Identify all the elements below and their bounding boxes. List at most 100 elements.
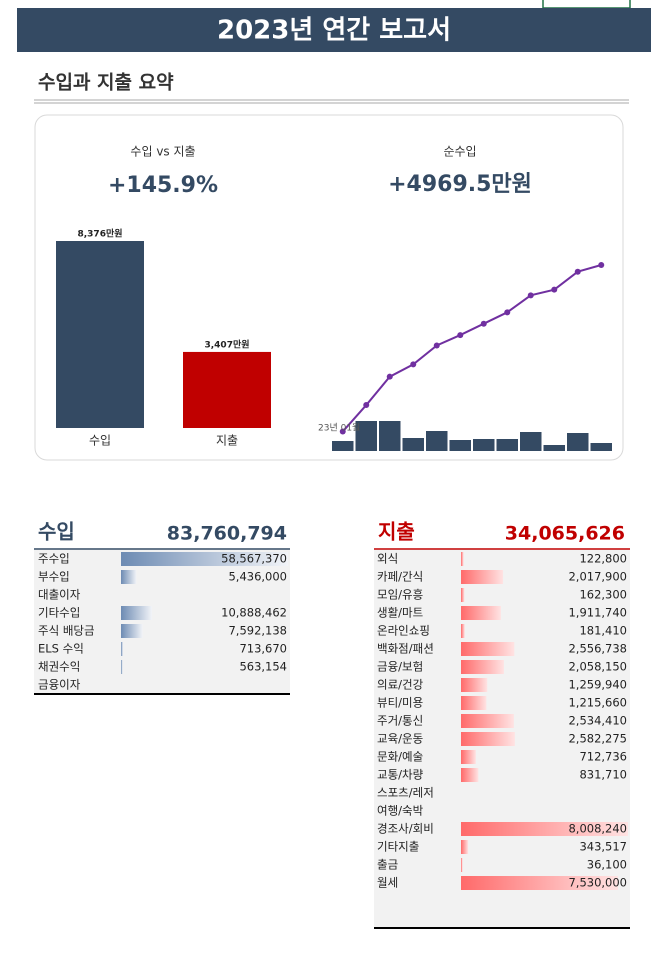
row-name: 뷰티/미용: [377, 696, 423, 710]
line-point: [480, 320, 487, 327]
bar: [473, 439, 495, 451]
row-name: 금융/보험: [377, 660, 423, 674]
bar-value-label: 3,407만원: [204, 338, 249, 350]
row-name: 백화점/패션: [377, 642, 434, 656]
row-amount: 563,154: [239, 660, 287, 674]
row-amount: 2,582,275: [568, 732, 627, 746]
row-amount: 8,008,240: [568, 822, 627, 836]
ratio-value: +145.9%: [108, 173, 218, 198]
row-amount: 713,670: [239, 642, 287, 656]
line-point: [457, 332, 464, 339]
row-name: 여행/숙박: [377, 804, 424, 818]
row-amount: 10,888,462: [221, 606, 287, 620]
data-bar: [121, 570, 137, 584]
line-point: [527, 292, 534, 299]
bar: [56, 241, 144, 428]
data-bar: [461, 606, 501, 620]
data-bar: [121, 624, 143, 638]
bar: [449, 440, 471, 451]
row-name: 주식 배당금: [38, 624, 95, 638]
row-amount: 181,410: [579, 624, 627, 638]
bar: [496, 439, 518, 451]
row-name: 부수입: [38, 570, 70, 584]
row-amount: 2,017,900: [568, 570, 627, 584]
ratio-label: 수입 vs 지출: [130, 145, 195, 159]
row-name: 외식: [377, 552, 398, 566]
row-amount: 5,436,000: [228, 570, 287, 584]
data-bar: [121, 552, 288, 566]
row-name: 출금: [377, 858, 398, 872]
bar: [543, 445, 565, 451]
summary-card: [34, 114, 624, 461]
data-bar: [121, 660, 123, 674]
row-name: 기타지출: [377, 840, 419, 854]
row-name: 월세: [377, 876, 398, 890]
row-name: 경조사/회비: [377, 822, 434, 836]
data-bar: [121, 642, 124, 656]
row-amount: 831,710: [579, 768, 627, 782]
line-point: [433, 342, 440, 349]
row-name: 주거/통신: [377, 714, 423, 728]
data-bar: [461, 588, 465, 602]
net-label: 순수입: [443, 145, 476, 159]
row-name: 채권수익: [38, 660, 80, 674]
data-bar: [461, 552, 464, 566]
bar: [332, 441, 354, 451]
cell-selection: [542, 0, 631, 9]
row-amount: 712,736: [579, 750, 627, 764]
data-bar: [461, 750, 476, 764]
bar: [379, 421, 401, 451]
row-name: 문화/예술: [377, 750, 423, 764]
bar-value-label: 8,376만원: [77, 228, 122, 240]
row-name: 생활/마트: [377, 606, 423, 620]
row-amount: 7,592,138: [228, 624, 287, 638]
row-amount: 36,100: [587, 858, 627, 872]
header-bar: [17, 8, 651, 52]
row-name: 금융이자: [38, 678, 81, 692]
data-bar: [461, 714, 514, 728]
row-name: 기타수입: [38, 606, 80, 620]
row-name: 모임/유흥: [377, 588, 423, 602]
data-bar: [461, 858, 463, 872]
expense-title: 지출: [378, 520, 415, 544]
bar: [402, 438, 424, 451]
bar: [355, 421, 377, 451]
row-amount: 2,534,410: [568, 714, 627, 728]
row-amount: 2,058,150: [568, 660, 627, 674]
line-point: [386, 373, 393, 380]
bar: [567, 433, 589, 451]
category-label: 수입: [89, 434, 111, 448]
category-label: 23년 01월: [318, 422, 360, 434]
line-point: [504, 309, 511, 316]
row-name: 스포츠/레저: [377, 786, 434, 800]
row-name: 교통/차량: [377, 768, 424, 782]
row-amount: 122,800: [579, 552, 627, 566]
row-amount: 1,259,940: [568, 678, 627, 692]
row-amount: 2,556,738: [568, 642, 627, 656]
data-bar: [461, 570, 504, 584]
row-name: ELS 수익: [38, 642, 84, 656]
bar: [183, 351, 271, 428]
row-name: 카페/간식: [377, 570, 423, 584]
expense-total: 34,065,626: [505, 523, 625, 545]
row-name: 교육/운동: [377, 732, 423, 746]
line-point: [598, 262, 605, 268]
bar: [426, 431, 448, 451]
data-bar: [461, 660, 504, 674]
data-bar: [461, 876, 619, 890]
income-title: 수입: [38, 520, 75, 544]
data-bar: [461, 840, 469, 854]
bar: [520, 432, 542, 451]
row-name: 온라인쇼핑: [377, 624, 430, 638]
line-point: [574, 268, 581, 275]
income-table-bg: [34, 550, 290, 694]
line: [342, 264, 602, 433]
row-amount: 58,567,370: [221, 552, 287, 566]
line-point: [551, 286, 558, 293]
data-bar: [461, 624, 465, 638]
row-name: 주수입: [38, 552, 70, 566]
data-bar: [121, 606, 153, 620]
bar: [590, 443, 612, 451]
line-point: [339, 428, 346, 435]
row-amount: 343,517: [579, 840, 627, 854]
